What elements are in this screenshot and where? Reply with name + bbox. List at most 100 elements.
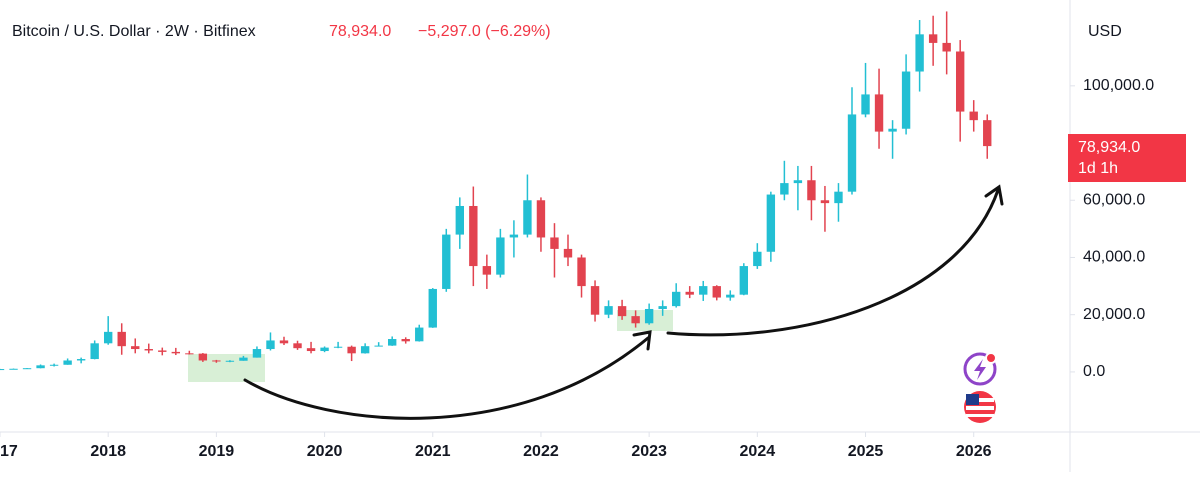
candle-body (131, 346, 140, 350)
x-tick-label: 2025 (848, 443, 884, 460)
arrow-head (984, 184, 1004, 206)
x-tick-label: 2024 (740, 443, 776, 460)
countdown-label: 1d 1h (1078, 160, 1118, 177)
alert-icon (974, 359, 986, 380)
candle-body (279, 340, 289, 344)
candle-body (901, 71, 911, 129)
candle-body (604, 306, 613, 315)
arrows (243, 184, 1004, 420)
candle-body (644, 308, 654, 324)
candle-body (225, 360, 235, 362)
candle-body (171, 351, 181, 354)
candle-body (550, 237, 559, 249)
y-tick-label: 40,000.0 (1083, 249, 1145, 266)
candle-body (442, 234, 451, 289)
x-tick-label: 2023 (631, 443, 667, 460)
candle-body (969, 111, 978, 121)
candle-body (252, 349, 262, 358)
candle-body (942, 42, 951, 52)
candle-body (793, 180, 803, 184)
candle-body (766, 194, 776, 252)
candle-body (374, 345, 383, 347)
candle-body (671, 291, 681, 307)
candle-body (685, 291, 694, 295)
x-tick-label: 2018 (90, 443, 126, 460)
candle-body (333, 346, 343, 348)
candle-body (955, 51, 965, 112)
candle-body (712, 286, 721, 298)
candle-body (76, 359, 86, 361)
candle-body (387, 339, 397, 346)
arrow (666, 188, 1000, 337)
price-box (1068, 134, 1186, 182)
candle-body (36, 365, 45, 369)
x-tick-label: 2019 (199, 443, 235, 460)
price-change: −5,297.0 (−6.29%) (418, 23, 551, 40)
y-tick-label: 20,000.0 (1083, 306, 1145, 323)
arrow (243, 336, 650, 420)
candle-body (49, 364, 59, 366)
candle-body (306, 348, 316, 352)
candle-body (239, 357, 248, 361)
candle-body (212, 360, 221, 362)
candle-body (428, 288, 437, 328)
candle-body (888, 128, 897, 132)
candle-body (699, 286, 708, 295)
candle-body (753, 251, 762, 267)
candle-body (117, 331, 126, 347)
candle-body (360, 346, 370, 354)
x-tick-label: 2020 (307, 443, 343, 460)
candle-body (22, 368, 32, 370)
flag-icon (966, 398, 994, 402)
candle-body (847, 114, 857, 192)
candle-body (631, 316, 640, 324)
candle-body (266, 340, 275, 350)
y-tick-label: 60,000.0 (1083, 191, 1145, 208)
arrow-head (632, 330, 652, 351)
candle-body (983, 120, 992, 147)
y-tick-label: 0.0 (1083, 363, 1105, 380)
candle-body (658, 306, 667, 309)
last-price: 78,934.0 (329, 23, 391, 40)
candle-body (590, 286, 600, 315)
alert-dot (985, 352, 997, 364)
x-tick-label: 2017 (0, 443, 18, 460)
candle-body (90, 343, 99, 360)
candle-body (739, 266, 748, 295)
candle-body (401, 339, 410, 342)
chart-title: Bitcoin / U.S. Dollar · 2W · Bitfinex (12, 23, 256, 40)
candle-body (198, 353, 208, 361)
candle-body (536, 200, 546, 238)
flag-icon (966, 406, 994, 410)
flag-icon (966, 394, 979, 405)
candle-body (861, 94, 870, 115)
candle-body (320, 347, 329, 352)
currency-label: USD (1088, 23, 1122, 40)
candle-body (563, 248, 573, 258)
candle-body (577, 257, 586, 287)
candle-body (9, 368, 18, 370)
candle-body (482, 266, 492, 275)
candle-body (469, 205, 478, 267)
candle-body (158, 350, 167, 352)
plot-area (0, 11, 992, 371)
candle-body (726, 294, 735, 298)
candle-body (63, 360, 72, 365)
candle-body (144, 349, 153, 351)
candle-body (347, 346, 356, 354)
x-tick-label: 2021 (415, 443, 451, 460)
x-tick-label: 2026 (956, 443, 992, 460)
candle-body (820, 200, 830, 204)
candle-body (455, 205, 465, 235)
candle-body (496, 237, 505, 275)
candle-body (509, 234, 519, 238)
candle-body (915, 34, 924, 72)
icons (963, 352, 997, 423)
candle-body (928, 34, 938, 43)
candle-body (523, 200, 532, 235)
candle-body (874, 94, 884, 132)
candle-body (103, 331, 113, 344)
price-box-label: 78,934.0 (1078, 139, 1140, 156)
candle-body (415, 327, 424, 342)
